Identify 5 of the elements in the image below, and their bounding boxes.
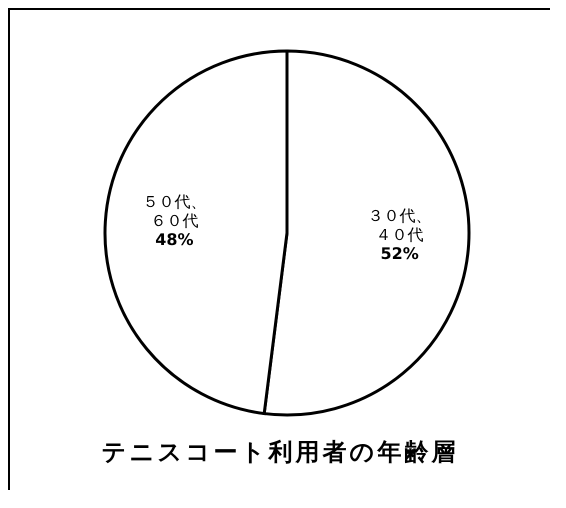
text: テニスコート利用者の年齢層 <box>100 437 460 468</box>
slice-label: ３０代、４０代 <box>368 206 432 244</box>
data-label: 48% <box>155 230 194 249</box>
data-label: 52% <box>380 244 419 264</box>
slice-label: ５０代、６０代 <box>142 192 206 230</box>
